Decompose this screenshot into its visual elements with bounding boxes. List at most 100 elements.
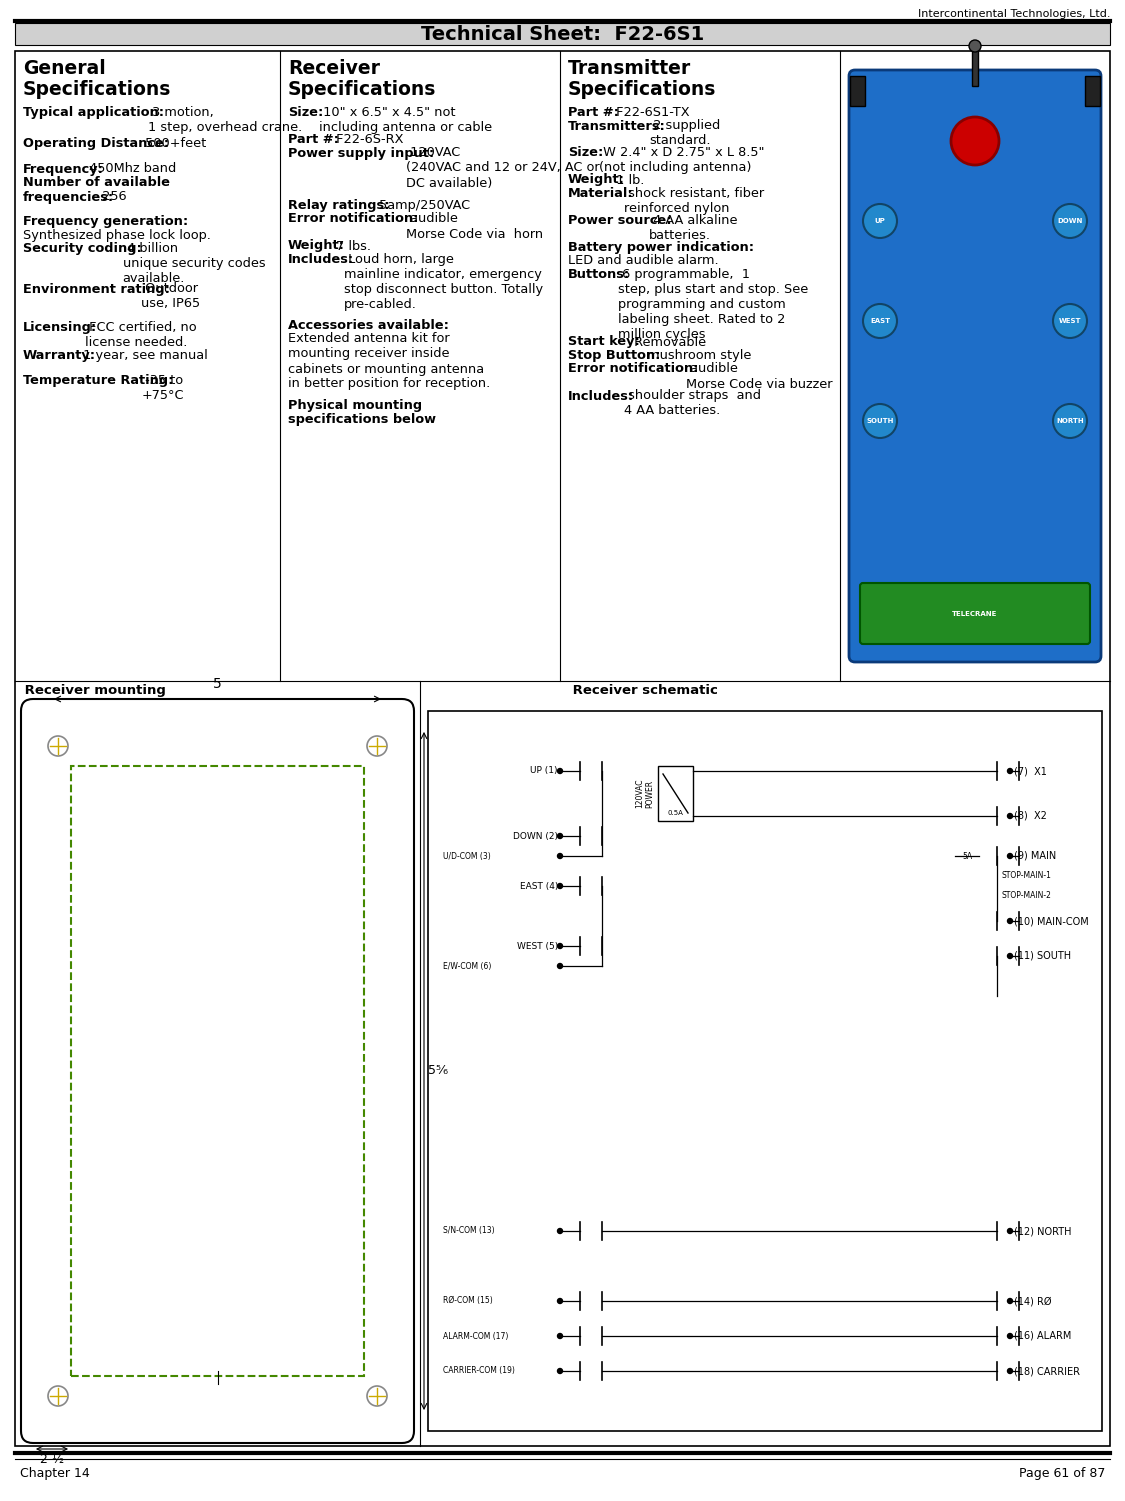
Text: 10" x 6.5" x 4.5" not
including antenna or cable: 10" x 6.5" x 4.5" not including antenna … [319,107,493,134]
Circle shape [48,735,68,757]
Text: Weight:: Weight: [568,174,624,186]
Text: Physical mounting
specifications below: Physical mounting specifications below [288,398,436,426]
Circle shape [558,769,562,773]
Circle shape [863,204,897,239]
Text: 4 AA alkaline
batteries.: 4 AA alkaline batteries. [649,215,738,242]
Text: F22-6S1-TX: F22-6S1-TX [612,107,690,119]
Circle shape [1008,953,1012,959]
Circle shape [1008,1298,1012,1303]
Circle shape [558,1333,562,1339]
Text: (10) MAIN-COM: (10) MAIN-COM [1014,916,1089,926]
Text: (9) MAIN: (9) MAIN [1014,851,1056,862]
Text: 2 supplied
standard.: 2 supplied standard. [649,120,720,147]
Text: Size:: Size: [288,107,323,119]
Text: 0.5A: 0.5A [667,811,684,817]
FancyBboxPatch shape [860,582,1090,644]
Text: Includes:: Includes: [288,254,354,266]
Text: Receiver mounting: Receiver mounting [20,684,165,696]
Bar [71,766,364,1376]
Bar [850,77,865,107]
Circle shape [1053,404,1087,438]
Text: audible
Morse Code via  horn: audible Morse Code via horn [406,213,543,240]
Text: mushroom style: mushroom style [642,350,752,362]
Bar [972,47,978,86]
Text: F22-6S-RX: F22-6S-RX [332,134,403,146]
Text: -35 to
+75°C: -35 to +75°C [142,374,183,402]
Circle shape [558,964,562,968]
Text: Weight:: Weight: [288,240,345,252]
Text: (16) ALARM: (16) ALARM [1014,1331,1071,1340]
Text: 120VAC: 120VAC [636,779,645,808]
Circle shape [367,735,387,757]
Text: Page 61 of 87: Page 61 of 87 [1018,1466,1105,1480]
Circle shape [969,41,981,53]
Circle shape [863,404,897,438]
Circle shape [558,1298,562,1303]
Text: Error notification:: Error notification: [568,363,699,375]
Text: General
Specifications: General Specifications [22,59,171,99]
Text: 500+feet: 500+feet [142,137,207,150]
Text: SOUTH: SOUTH [866,417,893,423]
Circle shape [1008,1369,1012,1373]
Text: WEST (5): WEST (5) [516,941,558,950]
Text: (18) CARRIER: (18) CARRIER [1014,1366,1080,1376]
Text: Chapter 14: Chapter 14 [20,1466,90,1480]
Text: EAST (4): EAST (4) [520,881,558,890]
Circle shape [558,944,562,949]
Text: FCC certified, no
license needed.: FCC certified, no license needed. [86,321,197,350]
Text: (8)  X2: (8) X2 [1014,811,1047,821]
Text: EAST: EAST [870,318,890,324]
Text: NORTH: NORTH [1056,417,1083,423]
Text: Relay ratings:: Relay ratings: [288,200,389,212]
Bar [15,23,1110,45]
Circle shape [367,1385,387,1406]
Text: Receiver schematic: Receiver schematic [568,684,718,696]
Text: 7 lbs.: 7 lbs. [332,240,370,252]
Text: Buttons:: Buttons: [568,269,630,281]
Text: Part #:: Part #: [568,107,619,119]
Text: Synthesized phase lock loop.: Synthesized phase lock loop. [22,228,210,242]
Text: 1 lb.: 1 lb. [612,174,643,186]
Circle shape [1008,919,1012,923]
Text: 4 billion
unique security codes
available.: 4 billion unique security codes availabl… [123,242,266,285]
Text: W 2.4" x D 2.75" x L 8.5"
(not including antenna): W 2.4" x D 2.75" x L 8.5" (not including… [600,147,765,174]
Bar [1084,77,1100,107]
Text: 3 motion,
1 step, overhead crane.: 3 motion, 1 step, overhead crane. [147,107,302,134]
Text: RØ-COM (15): RØ-COM (15) [443,1297,493,1306]
Text: Technical Sheet:  F22-6S1: Technical Sheet: F22-6S1 [421,24,704,44]
Text: U/D-COM (3): U/D-COM (3) [443,851,490,860]
Text: shoulder straps  and
4 AA batteries.: shoulder straps and 4 AA batteries. [624,389,762,417]
Text: audible
Morse Code via buzzer: audible Morse Code via buzzer [686,363,832,390]
Text: TELECRANE: TELECRANE [952,611,998,617]
Text: Transmitter
Specifications: Transmitter Specifications [568,59,717,99]
Text: CARRIER-COM (19): CARRIER-COM (19) [443,1366,515,1375]
Text: Frequency:: Frequency: [22,162,104,176]
Text: shock resistant, fiber
reinforced nylon: shock resistant, fiber reinforced nylon [624,188,764,215]
Circle shape [558,1228,562,1234]
Bar [428,711,1102,1430]
Circle shape [863,305,897,338]
Text: Security coding:: Security coding: [22,242,142,255]
Text: Environment rating:: Environment rating: [22,282,170,296]
Text: Outdoor
use, IP65: Outdoor use, IP65 [142,282,200,311]
Text: 2 ½: 2 ½ [40,1453,64,1466]
Circle shape [1008,769,1012,773]
Text: (14) RØ: (14) RØ [1014,1295,1052,1306]
Text: UP (1): UP (1) [531,767,558,776]
Circle shape [558,1369,562,1373]
Circle shape [1008,1333,1012,1339]
Text: 6 programmable,  1
step, plus start and stop. See
programming and custom
labelin: 6 programmable, 1 step, plus start and s… [618,269,808,341]
Text: Power supply input:: Power supply input: [288,147,434,159]
Text: S/N-COM (13): S/N-COM (13) [443,1226,495,1235]
Text: 256: 256 [98,189,126,203]
Text: DOWN: DOWN [1058,218,1082,224]
Text: Number of available
frequencies:: Number of available frequencies: [22,176,170,204]
Text: Frequency generation:: Frequency generation: [22,215,188,243]
Circle shape [951,117,999,165]
Text: Typical application:: Typical application: [22,107,164,119]
Text: DOWN (2): DOWN (2) [513,832,558,841]
Text: 1 year, see manual: 1 year, see manual [79,348,208,362]
Bar [658,766,693,821]
Text: UP: UP [874,218,885,224]
Circle shape [558,854,562,859]
